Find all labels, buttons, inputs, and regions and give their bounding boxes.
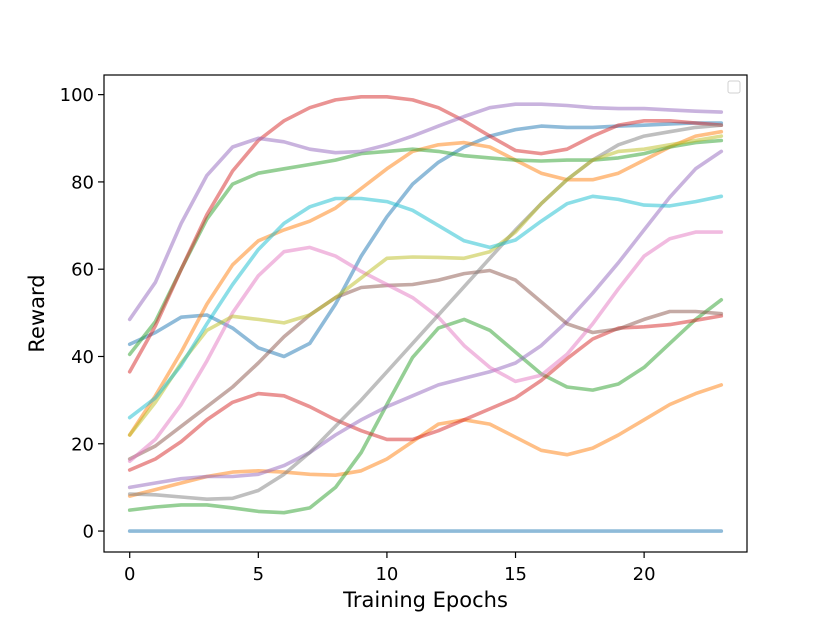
series-line-4 xyxy=(127,383,724,498)
x-axis-ticks: 0 5 10 15 20 xyxy=(124,552,656,585)
series-line-10 xyxy=(127,149,724,490)
series-line-13 xyxy=(127,123,724,501)
plot-frame xyxy=(103,74,748,553)
y-tick-label: 80 xyxy=(71,172,94,193)
y-tick-label: 40 xyxy=(71,347,94,368)
series-line-3 xyxy=(127,129,724,437)
series-line-7 xyxy=(127,95,724,374)
x-tick-label: 10 xyxy=(375,564,398,585)
x-axis-label: Training Epochs xyxy=(342,588,508,612)
y-tick-label: 0 xyxy=(83,522,94,543)
x-tick-label: 0 xyxy=(124,564,135,585)
series-line-11 xyxy=(127,268,724,461)
series-layer xyxy=(127,95,724,533)
y-tick-label: 20 xyxy=(71,434,94,455)
legend-box xyxy=(727,80,741,94)
y-tick-label: 100 xyxy=(60,85,94,106)
y-axis-ticks: 0 20 40 60 80 100 xyxy=(60,85,104,543)
y-axis-label: Reward xyxy=(25,274,49,352)
x-tick-label: 15 xyxy=(504,564,527,585)
x-tick-label: 5 xyxy=(253,564,264,585)
series-line-6 xyxy=(127,298,724,515)
y-tick-label: 60 xyxy=(71,260,94,281)
series-line-9 xyxy=(127,102,724,322)
series-line-14 xyxy=(127,134,724,437)
x-tick-label: 20 xyxy=(633,564,656,585)
series-line-5 xyxy=(127,138,724,357)
series-line-12 xyxy=(127,230,724,463)
series-line-15 xyxy=(127,194,724,420)
